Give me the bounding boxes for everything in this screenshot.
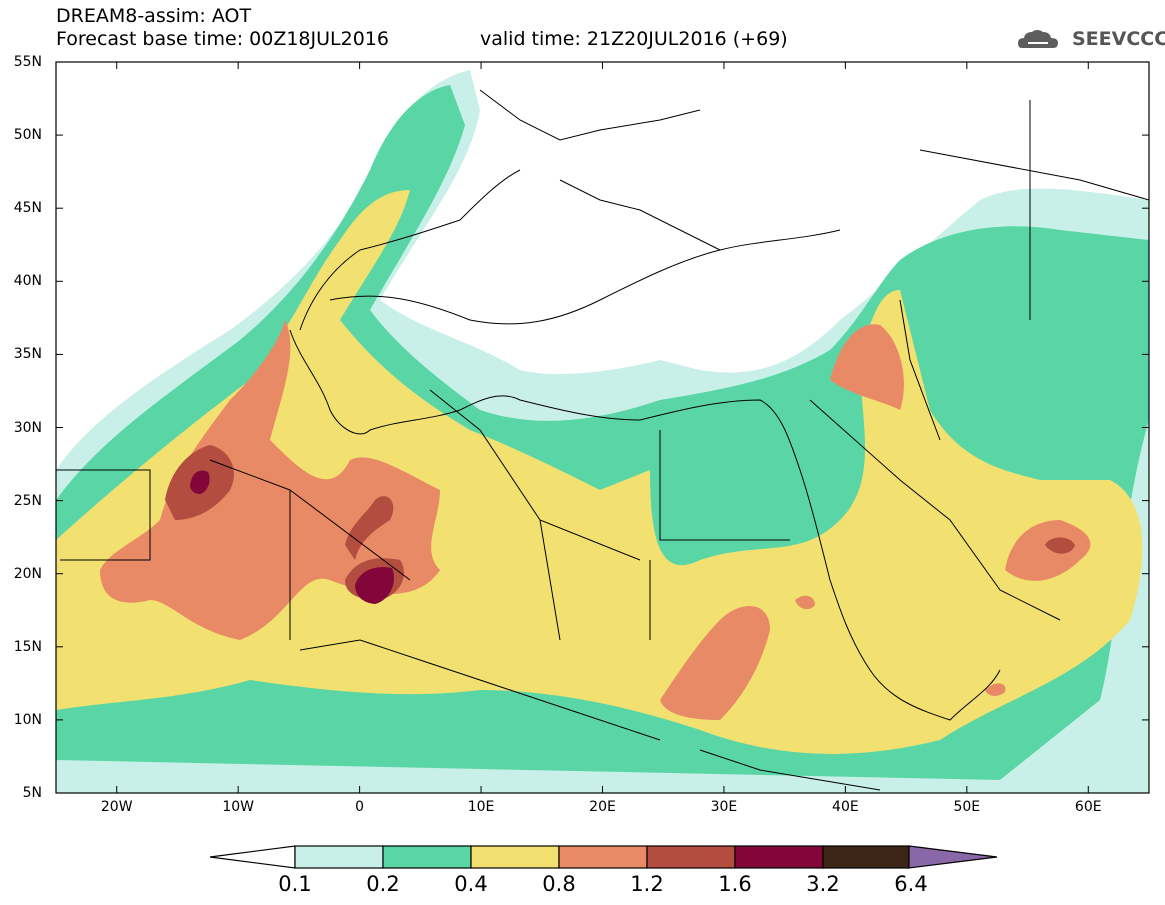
lat-label: 25N [13, 492, 42, 509]
lon-label: 30E [710, 799, 738, 815]
lon-label: 50E [953, 799, 981, 815]
lat-label: 45N [13, 200, 42, 217]
lat-label: 55N [13, 54, 42, 70]
forecast-title: DREAM8-assim: AOT [56, 5, 252, 27]
lon-label: 0 [355, 799, 365, 815]
colorbar-label: 6.4 [894, 872, 928, 896]
lon-label: 10W [222, 799, 254, 815]
colorbar-label: 0.4 [454, 872, 488, 896]
lon-label: 20E [589, 799, 616, 815]
colorbar-label: 0.8 [542, 872, 576, 896]
colorbar-label: 3.2 [806, 872, 840, 896]
lat-label: 30N [13, 419, 42, 436]
lat-label: 40N [13, 273, 42, 290]
lat-label: 15N [13, 638, 42, 655]
logo-text: SEEVCCC [1072, 28, 1165, 50]
lat-label: 35N [13, 346, 42, 363]
colorbar [209, 845, 998, 869]
lat-label: 10N [13, 711, 42, 728]
colorbar-label: 0.2 [366, 872, 400, 896]
cloud-icon [1018, 30, 1058, 48]
forecast-valid-time: valid time: 21Z20JUL2016 (+69) [480, 28, 788, 50]
lon-label: 10E [467, 799, 495, 815]
colorbar-label: 1.2 [630, 872, 664, 896]
lon-label: 60E [1074, 799, 1102, 815]
colorbar-label: 1.6 [718, 872, 752, 896]
aot-field [56, 70, 1149, 793]
lon-label: 20W [100, 799, 133, 815]
lon-label: 40E [832, 799, 859, 815]
forecast-base-time: Forecast base time: 00Z18JUL2016 [56, 28, 389, 50]
colorbar-label: 0.1 [278, 872, 312, 896]
lat-label: 5N [22, 785, 42, 801]
lat-label: 50N [13, 127, 42, 144]
lat-label: 20N [13, 565, 42, 582]
